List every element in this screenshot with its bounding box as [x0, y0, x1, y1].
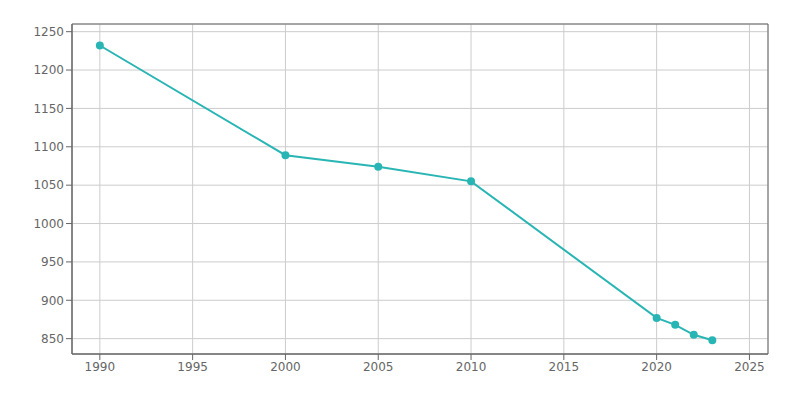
svg-text:850: 850 [41, 332, 64, 346]
svg-text:2020: 2020 [641, 360, 672, 374]
svg-text:1050: 1050 [33, 178, 64, 192]
svg-text:1000: 1000 [33, 217, 64, 231]
svg-text:1995: 1995 [177, 360, 208, 374]
svg-text:1250: 1250 [33, 25, 64, 39]
svg-text:900: 900 [41, 294, 64, 308]
svg-text:2010: 2010 [456, 360, 487, 374]
svg-text:1150: 1150 [33, 102, 64, 116]
svg-text:1200: 1200 [33, 63, 64, 77]
svg-text:950: 950 [41, 255, 64, 269]
svg-text:2025: 2025 [734, 360, 765, 374]
svg-text:1990: 1990 [85, 360, 116, 374]
svg-text:2005: 2005 [363, 360, 394, 374]
svg-text:2015: 2015 [549, 360, 580, 374]
svg-text:1100: 1100 [33, 140, 64, 154]
svg-text:2000: 2000 [270, 360, 301, 374]
